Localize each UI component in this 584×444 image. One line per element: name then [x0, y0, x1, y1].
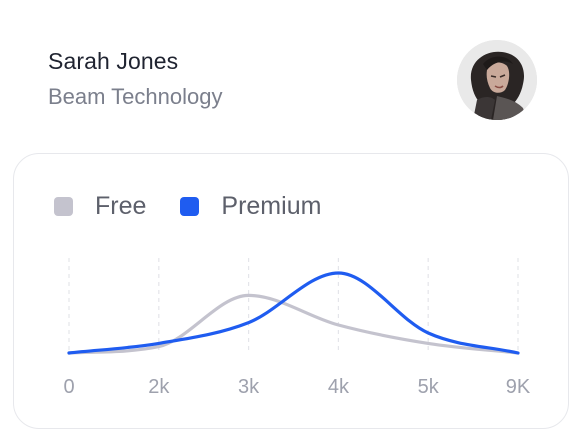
x-tick-label: 9K	[506, 376, 531, 398]
x-tick-label: 5k	[418, 376, 440, 398]
series-layer	[67, 271, 520, 355]
legend-label-free: Free	[95, 191, 147, 220]
avatar[interactable]	[457, 40, 537, 120]
person-portrait-icon	[457, 40, 537, 120]
series-line-free	[67, 293, 520, 355]
grid-lines	[68, 258, 519, 353]
distribution-chart: 0 2k 3k 4k 5k 9K	[63, 258, 531, 398]
profile-header: Sarah Jones Beam Technology	[48, 40, 537, 126]
legend-swatch-premium	[180, 196, 200, 216]
x-tick-label: 4k	[328, 376, 350, 398]
legend-item-premium[interactable]: Premium	[180, 192, 321, 221]
user-name: Sarah Jones	[48, 48, 179, 74]
x-tick-label: 3k	[238, 376, 260, 398]
legend-swatch-free	[54, 196, 73, 216]
legend-label-premium: Premium	[221, 191, 322, 220]
series-line-premium	[67, 271, 520, 355]
x-tick-label: 0	[63, 376, 74, 398]
chart-legend: Free Premium	[54, 190, 355, 222]
chart-card: Free Premium 0 2k 3k 4k 5k 9K	[13, 153, 569, 429]
legend-item-free[interactable]: Free	[54, 192, 146, 221]
user-company: Beam Technology	[48, 84, 223, 109]
x-tick-label: 2k	[148, 376, 170, 398]
x-axis-ticks: 0 2k 3k 4k 5k 9K	[63, 376, 530, 398]
